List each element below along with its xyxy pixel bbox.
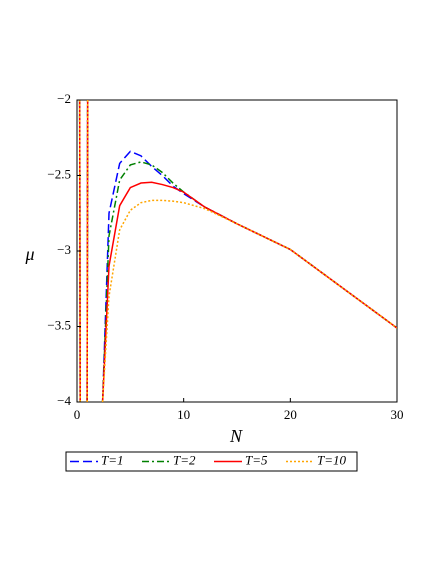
y-tick-label: −2.5: [47, 166, 71, 181]
series-line: [78, 100, 397, 402]
series-line: [78, 100, 397, 402]
plot-frame: [76, 99, 398, 403]
x-tick-label: 10: [177, 407, 190, 422]
legend-label: T=2: [173, 452, 196, 467]
legend-label: T=1: [101, 452, 124, 467]
series-line: [78, 100, 397, 402]
y-tick-label: −3: [57, 242, 71, 257]
x-tick-label: 0: [74, 407, 81, 422]
legend-box: [65, 451, 358, 472]
y-tick-label: −2: [57, 91, 71, 106]
y-tick-label: −3.5: [47, 317, 71, 332]
x-axis-label: N: [229, 426, 243, 446]
plot-area: [78, 100, 397, 402]
y-tick-label: −4: [57, 393, 71, 408]
y-axis-label: μ: [24, 244, 34, 264]
series-line: [78, 100, 397, 402]
legend-label: T=10: [317, 452, 347, 467]
legend-label: T=5: [245, 452, 268, 467]
x-tick-label: 20: [284, 407, 297, 422]
x-tick-label: 30: [391, 407, 404, 422]
